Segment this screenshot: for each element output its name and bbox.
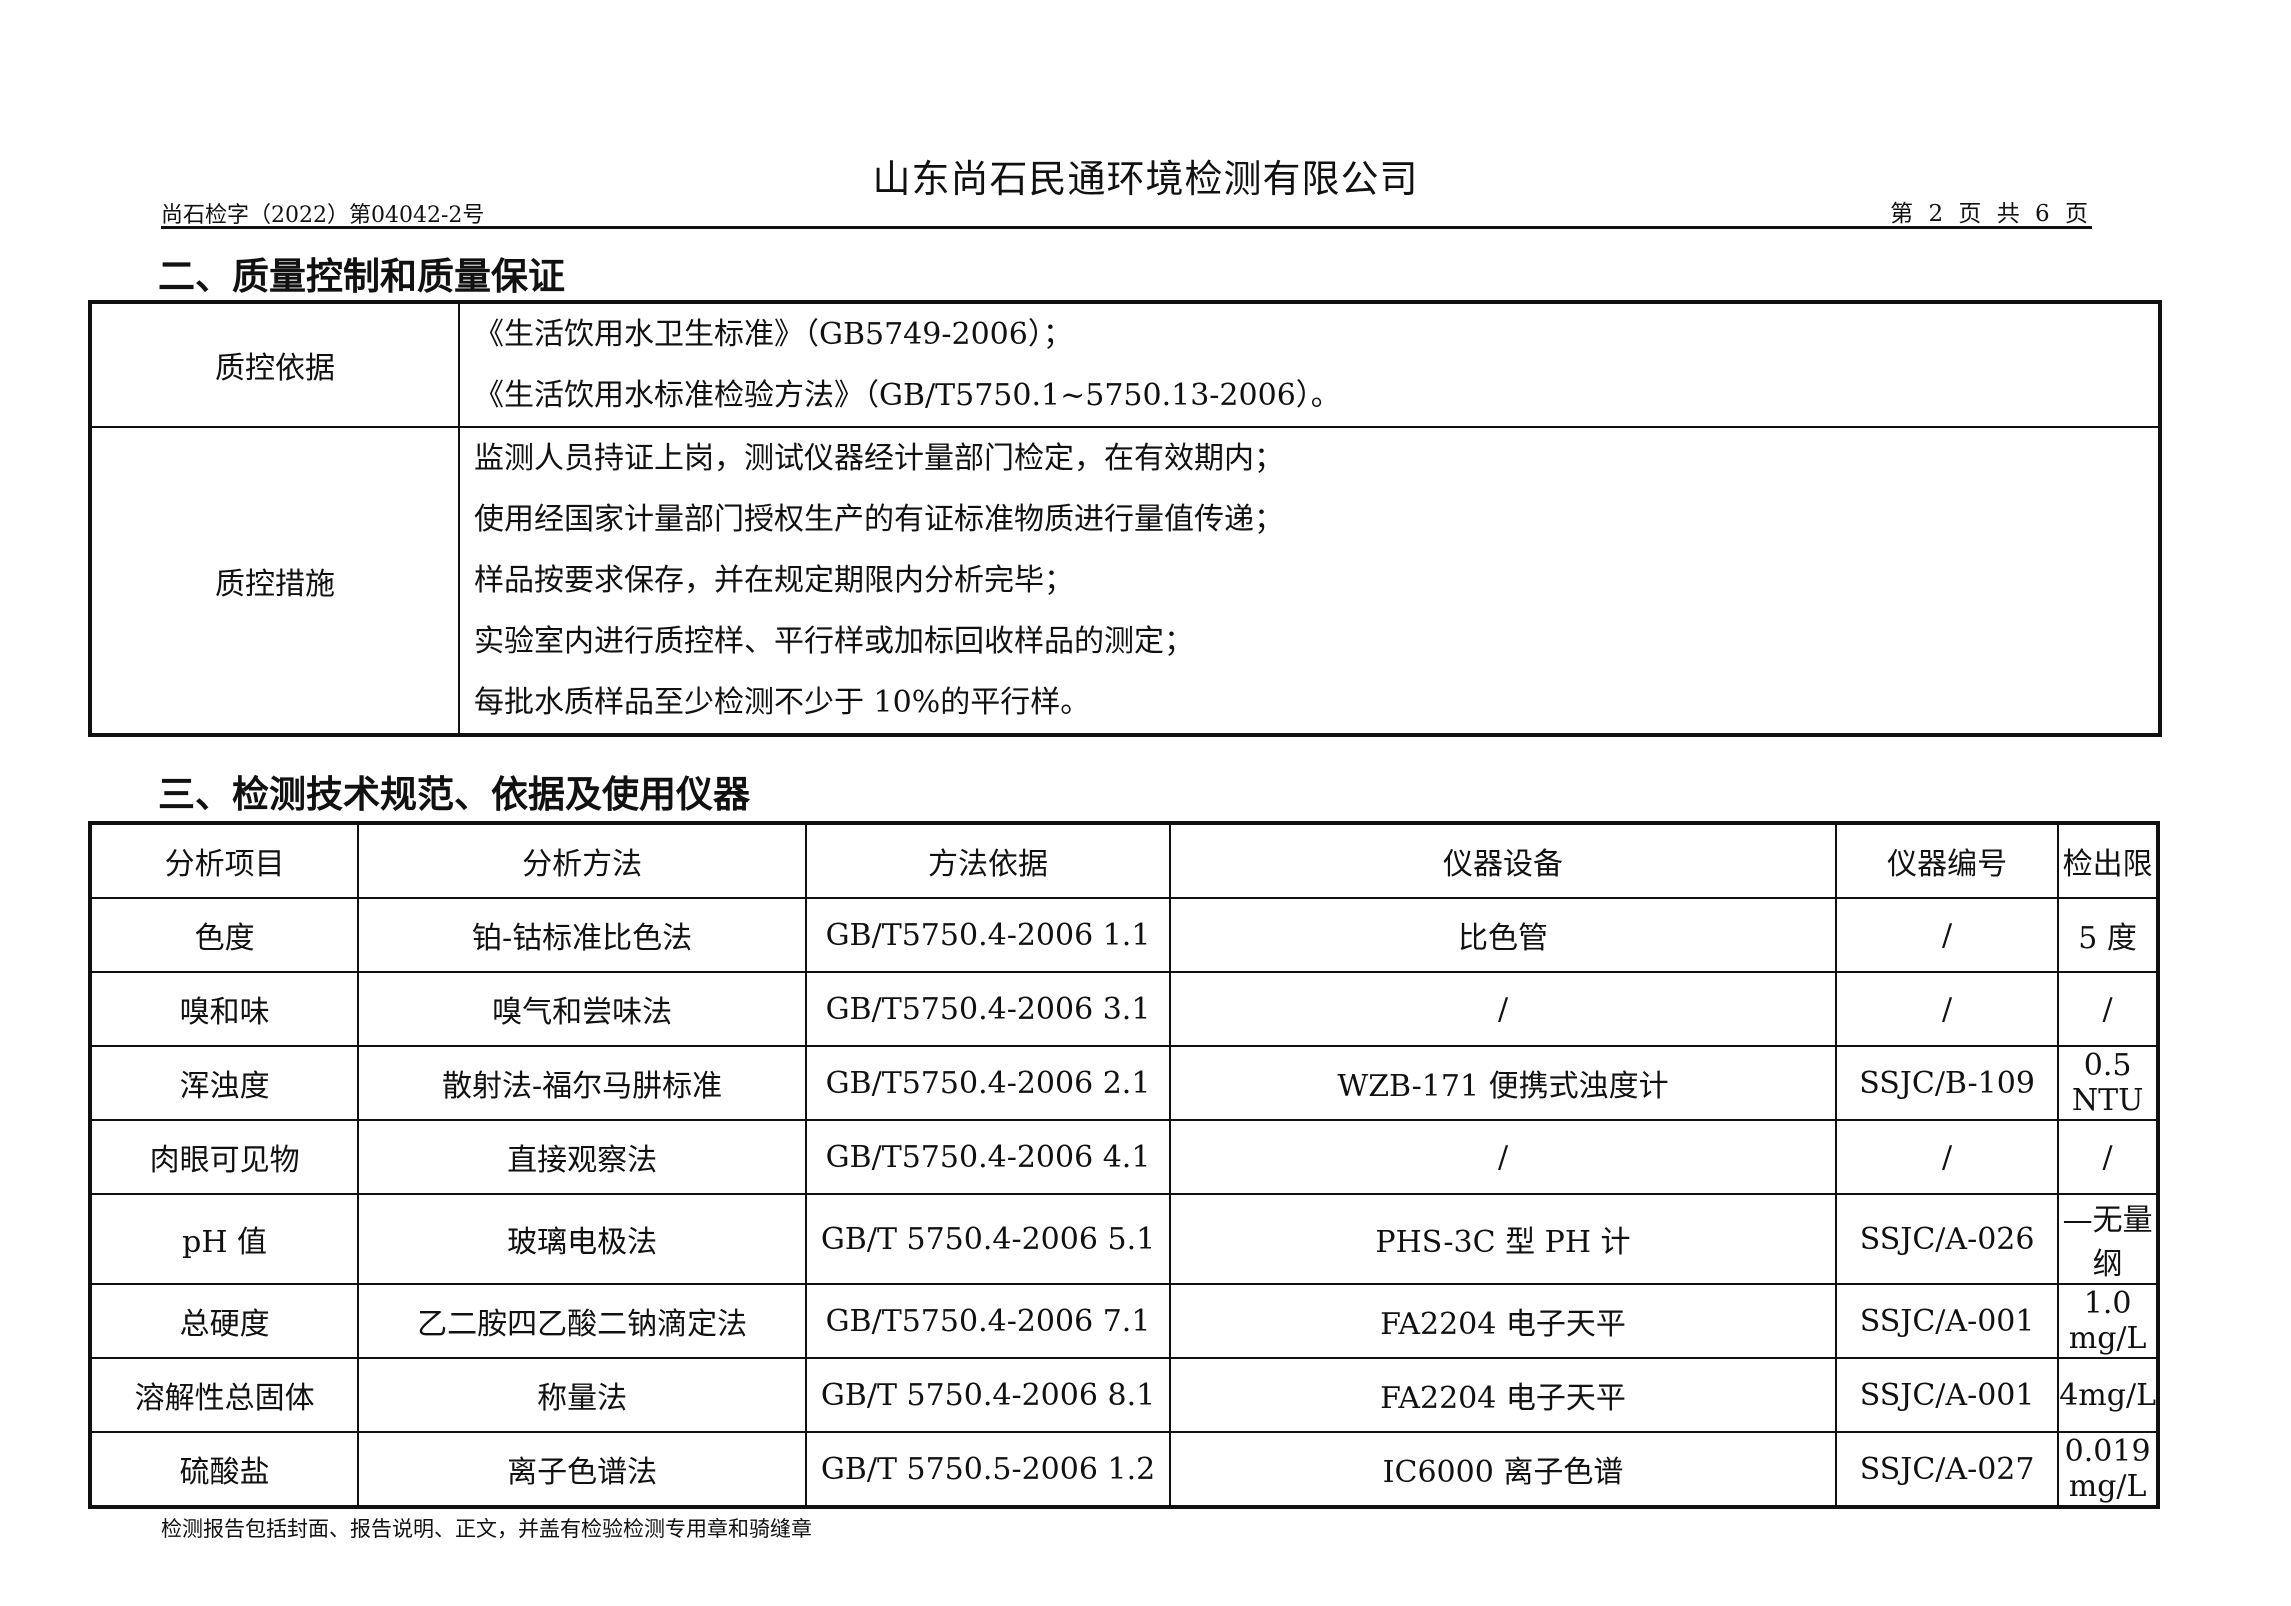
table-cell: GB/T 5750.5-2006 1.2 [805,1431,1171,1508]
table-cell: 铂-钴标准比色法 [357,897,808,973]
section-3-title: 三、检测技术规范、依据及使用仪器 [158,773,750,816]
table-cell: GB/T5750.4-2006 1.1 [805,897,1171,973]
table-cell: 直接观察法 [357,1119,808,1195]
table-cell: 肉眼可见物 [88,1119,360,1195]
table-cell: 浑浊度 [88,1045,360,1121]
company-title: 山东尚石民通环境检测有限公司 [872,157,1419,201]
table-cell: 玻璃电极法 [357,1193,808,1285]
table-cell: GB/T 5750.4-2006 5.1 [805,1193,1171,1285]
qc-line: 每批水质样品至少检测不少于 10%的平行样。 [474,685,1091,720]
table-cell: GB/T5750.4-2006 2.1 [805,1045,1171,1121]
table-row: 肉眼可见物 直接观察法 GB/T5750.4-2006 4.1// / [88,1119,2159,1195]
table-cell: SSJC/A-001 [1834,1357,2060,1433]
table-row: 浑浊度 散射法-福尔马肼标准 GB/T5750.4-2006 2.1 WZB-171 … [88,1045,2159,1121]
table-cell: 嗅和味 [88,971,360,1047]
qc-line: 监测人员持证上岗，测试仪器经计量部门检定，在有效期内； [474,441,1284,476]
table-cell: SSJC/A-001 [1834,1283,2060,1359]
table-cell: / [1168,971,1838,1047]
qc-line: 《生活饮用水卫生标准》（GB5749-2006）； [474,317,1073,352]
column-header: 仪器设备 [1168,822,1838,899]
doc-number: 尚石检字（2022）第04042-2号 [161,203,485,228]
table-cell: GB/T5750.4-2006 4.1 [805,1119,1171,1195]
table-header-row: 分析项目 分析方法 方法依据 仪器设备 仪器编号 检出限 [88,822,2159,899]
table-row: 硫酸盐 离子色谱法 GB/T 5750.5-2006 1.2 IC6000 离子色谱 S… [88,1431,2159,1508]
qc-label: 质控依据 [89,301,460,428]
table-cell: 总硬度 [88,1283,360,1359]
table-cell: 嗅气和尝味法 [357,971,808,1047]
qc-content: 《生活饮用水卫生标准》（GB5749-2006）； 《生活饮用水标准检验方法》（G… [458,301,2161,428]
table-row: 嗅和味 嗅气和尝味法 GB/T5750.4-2006 3.1// / [88,971,2159,1047]
table-cell: / [1834,971,2060,1047]
table-cell: GB/T 5750.4-2006 8.1 [805,1357,1171,1433]
table-cell: SSJC/A-027 [1834,1431,2060,1508]
table-cell: 0.019 mg/L [2057,1431,2159,1508]
table-row: 溶解性总固体 称量法 GB/T 5750.4-2006 8.1 FA2204 电子天平… [88,1357,2159,1433]
qc-label: 质控措施 [89,426,460,736]
column-header: 仪器编号 [1834,822,2060,899]
table-cell: GB/T5750.4-2006 3.1 [805,971,1171,1047]
column-header: 方法依据 [805,822,1171,899]
table-cell: / [2057,971,2159,1047]
table-cell: WZB-171 便携式浊度计 [1168,1045,1838,1121]
table-cell: PHS-3C 型 PH 计 [1168,1193,1838,1285]
table-row: 总硬度 乙二胺四乙酸二钠滴定法 GB/T5750.4-2006 7.1 FA2204 … [88,1283,2159,1359]
column-header: 分析项目 [88,822,360,899]
table-cell: 1.0 mg/L [2057,1283,2159,1359]
table-cell: / [1168,1119,1838,1195]
table-cell: SSJC/A-026 [1834,1193,2060,1285]
methods-table: 分析项目 分析方法 方法依据 仪器设备 仪器编号 检出限 色度 铂-钴标准比色法 GB/T575… [88,821,2160,1509]
footer-note: 检测报告包括封面、报告说明、正文，并盖有检验检测专用章和骑缝章 [161,1506,2092,1543]
table-cell: 硫酸盐 [88,1431,360,1508]
table-cell: 溶解性总固体 [88,1357,360,1433]
table-cell: 散射法-福尔马肼标准 [357,1045,808,1121]
page-info: 第 2 页 共 6 页 [1890,201,2092,227]
table-cell: / [2057,1119,2159,1195]
qc-row: 质控措施 监测人员持证上岗，测试仪器经计量部门检定，在有效期内； 使用经国家计量部门… [89,426,2161,736]
table-row: 色度 铂-钴标准比色法 GB/T5750.4-2006 1.1 比色管/5 度 [88,897,2159,973]
table-cell: 乙二胺四乙酸二钠滴定法 [357,1283,808,1359]
table-cell: FA2204 电子天平 [1168,1283,1838,1359]
header-divider [161,226,2092,229]
table-cell: 比色管 [1168,897,1838,973]
table-cell: 5 度 [2057,897,2159,973]
qc-line: 实验室内进行质控样、平行样或加标回收样品的测定； [474,624,1194,659]
qc-line: 《生活饮用水标准检验方法》（GB/T5750.1~5750.13-2006）。 [474,378,1341,413]
table-cell: 称量法 [357,1357,808,1433]
table-cell: IC6000 离子色谱 [1168,1431,1838,1508]
column-header: 检出限 [2057,822,2159,899]
table-cell: 色度 [88,897,360,973]
table-cell: —无量纲 [2057,1193,2159,1285]
qc-row: 质控依据 《生活饮用水卫生标准》（GB5749-2006）； 《生活饮用水标准检验方… [89,301,2161,428]
table-cell: / [1834,897,2060,973]
section-2-title: 二、质量控制和质量保证 [158,255,565,298]
column-header: 分析方法 [357,822,808,899]
quality-control-table: 质控依据 《生活饮用水卫生标准》（GB5749-2006）； 《生活饮用水标准检验方… [88,300,2162,737]
table-row: pH 值玻璃电极法 GB/T 5750.4-2006 5.1 PHS-3C 型 PH… [88,1193,2159,1285]
qc-line: 使用经国家计量部门授权生产的有证标准物质进行量值传递； [474,502,1284,537]
qc-line: 样品按要求保存，并在规定期限内分析完毕； [474,563,1074,598]
table-cell: SSJC/B-109 [1834,1045,2060,1121]
table-cell: 离子色谱法 [357,1431,808,1508]
qc-content: 监测人员持证上岗，测试仪器经计量部门检定，在有效期内； 使用经国家计量部门授权生产… [458,426,2161,736]
table-cell: GB/T5750.4-2006 7.1 [805,1283,1171,1359]
table-cell: 0.5 NTU [2057,1045,2159,1121]
table-cell: 4mg/L [2057,1357,2159,1433]
table-cell: pH 值 [88,1193,360,1285]
table-cell: FA2204 电子天平 [1168,1357,1838,1433]
table-cell: / [1834,1119,2060,1195]
